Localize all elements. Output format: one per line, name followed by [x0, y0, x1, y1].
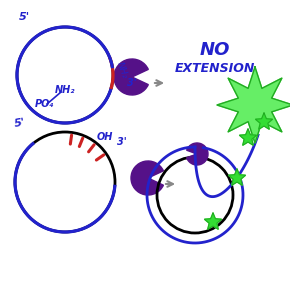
Text: NH₂: NH₂ [115, 60, 129, 79]
Text: 3': 3' [127, 78, 137, 88]
Polygon shape [255, 113, 273, 129]
Wedge shape [187, 143, 208, 165]
Polygon shape [229, 169, 246, 185]
Text: EXTENSION: EXTENSION [175, 61, 255, 75]
Text: 5': 5' [14, 117, 26, 129]
Text: 5': 5' [19, 12, 30, 22]
Polygon shape [217, 67, 290, 143]
Wedge shape [131, 161, 163, 195]
Text: 3': 3' [117, 137, 127, 147]
Polygon shape [240, 129, 257, 145]
Text: NO: NO [200, 41, 230, 59]
Text: OH: OH [97, 132, 113, 142]
Text: PO₄: PO₄ [35, 99, 55, 109]
Polygon shape [204, 213, 222, 229]
Text: NH₂: NH₂ [55, 85, 75, 95]
Wedge shape [114, 59, 148, 95]
